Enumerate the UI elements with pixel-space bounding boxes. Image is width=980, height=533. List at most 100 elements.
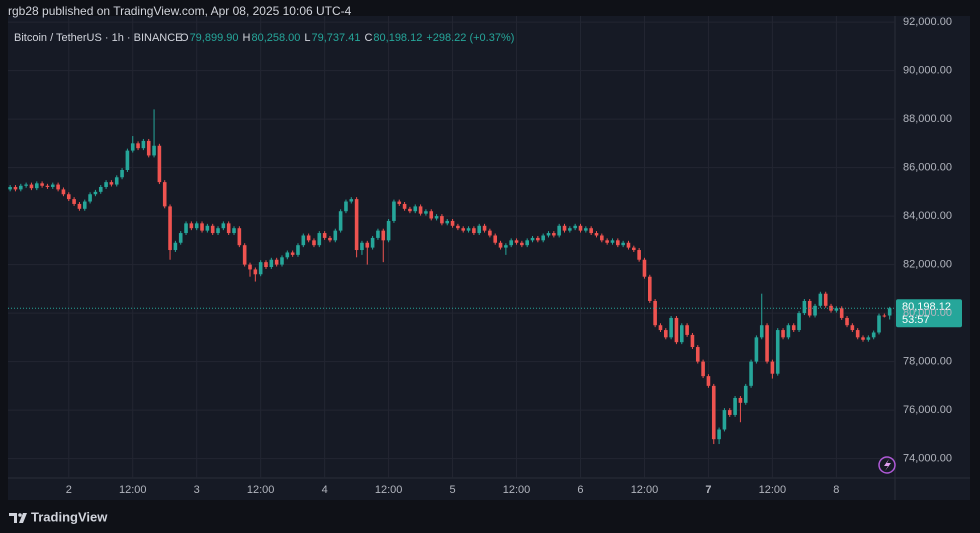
candle-body — [488, 230, 492, 236]
candle-body — [66, 194, 71, 200]
candle-body — [477, 225, 482, 234]
candle-body — [168, 206, 172, 251]
candle-body — [29, 184, 34, 189]
candle-body — [546, 233, 551, 236]
y-tick-label: 82,000.00 — [903, 258, 952, 270]
candle-body — [18, 185, 23, 190]
candle-body — [456, 225, 460, 229]
candle-body — [802, 300, 807, 314]
candle-body — [264, 262, 268, 268]
candle-body — [322, 233, 327, 238]
x-tick-label: 12:00 — [759, 484, 787, 496]
candle-body — [56, 184, 60, 190]
candle-body — [402, 203, 407, 209]
y-tick-label: 86,000.00 — [903, 161, 952, 173]
legend-value: 80,198.12 — [373, 32, 422, 44]
candle-body — [333, 230, 338, 241]
candle-body — [690, 334, 695, 348]
x-tick-label: 5 — [450, 484, 456, 496]
candle-body — [424, 211, 428, 214]
candle-body — [887, 308, 892, 316]
candle-body — [541, 235, 545, 241]
candle-body — [557, 225, 561, 236]
x-tick-label: 4 — [322, 484, 328, 496]
grid — [8, 16, 895, 478]
x-tick-label: 12:00 — [503, 484, 531, 496]
candle-body — [130, 143, 135, 151]
candle-body — [210, 225, 215, 234]
candle-body — [285, 252, 290, 258]
candle-body — [194, 223, 199, 229]
candle-body — [823, 293, 828, 306]
candle-body — [589, 228, 593, 234]
candle-body — [338, 211, 343, 231]
candle-body — [786, 325, 791, 338]
candle-body — [637, 250, 641, 260]
candle-body — [658, 325, 663, 331]
candle-body — [120, 170, 124, 178]
candle-body — [109, 182, 114, 185]
legend-value: 80,258.00 — [251, 32, 300, 44]
candle-body — [882, 315, 887, 317]
candle-body — [647, 276, 652, 301]
candle-body — [146, 140, 151, 156]
tradingview-logo — [9, 513, 27, 523]
candle-body — [610, 240, 615, 243]
candle-body — [290, 252, 295, 255]
chart-pane — [8, 16, 970, 500]
candle-body — [328, 237, 332, 241]
candle-body — [594, 233, 599, 236]
legend-key: O — [180, 32, 189, 44]
candle-body — [738, 397, 743, 403]
candle-body — [408, 208, 412, 212]
candle-body — [141, 140, 146, 149]
y-tick-label: 92,000.00 — [903, 16, 952, 28]
candle-body — [157, 145, 162, 183]
x-tick-label: 12:00 — [119, 484, 147, 496]
candle-body — [866, 337, 871, 340]
candle-body — [429, 211, 434, 219]
candle-body — [360, 242, 364, 251]
candle-body — [365, 242, 370, 248]
y-tick-label: 74,000.00 — [903, 453, 952, 465]
x-tick-label: 12:00 — [247, 484, 275, 496]
candle-body — [493, 235, 498, 243]
candle-body — [104, 182, 108, 187]
candle-body — [829, 305, 833, 311]
candle-body — [775, 330, 780, 374]
candle-body — [280, 257, 284, 265]
candle-body — [850, 325, 855, 331]
candle-body — [839, 308, 844, 318]
candle-body — [24, 184, 28, 186]
last-price-label: 80,198.12 — [902, 301, 951, 313]
candle-body — [552, 233, 556, 236]
legend-change: +298.22 (+0.37%) — [426, 32, 514, 44]
candle-body — [578, 225, 583, 231]
legend-key: L — [304, 32, 310, 44]
x-tick-label: 7 — [705, 484, 711, 496]
candle-body — [743, 385, 748, 403]
candle-body — [274, 259, 279, 265]
y-tick-label: 78,000.00 — [903, 355, 952, 367]
candle-body — [482, 225, 487, 231]
candle-body — [498, 242, 503, 248]
symbol: Bitcoin / TetherUS · 1h · BINANCE — [14, 32, 183, 44]
candle-body — [125, 150, 130, 170]
candle-body — [34, 183, 39, 189]
ohlc-legend: O 79,899.90 H 80,258.00 L 79,737.41 C 80,198.12… — [180, 32, 514, 44]
last-price-badge — [896, 299, 962, 328]
candle-body — [178, 233, 183, 243]
candle-body — [770, 361, 775, 374]
candle-body — [861, 337, 865, 340]
candle-body — [818, 293, 823, 306]
countdown: 53:57 — [902, 314, 930, 326]
candle-body — [248, 264, 252, 270]
candle-body — [781, 330, 785, 338]
candle-body — [306, 235, 311, 241]
candles — [8, 109, 892, 445]
candle-body — [845, 317, 849, 326]
candle-body — [381, 230, 386, 241]
candle-body — [632, 247, 636, 251]
candle-body — [711, 385, 716, 440]
